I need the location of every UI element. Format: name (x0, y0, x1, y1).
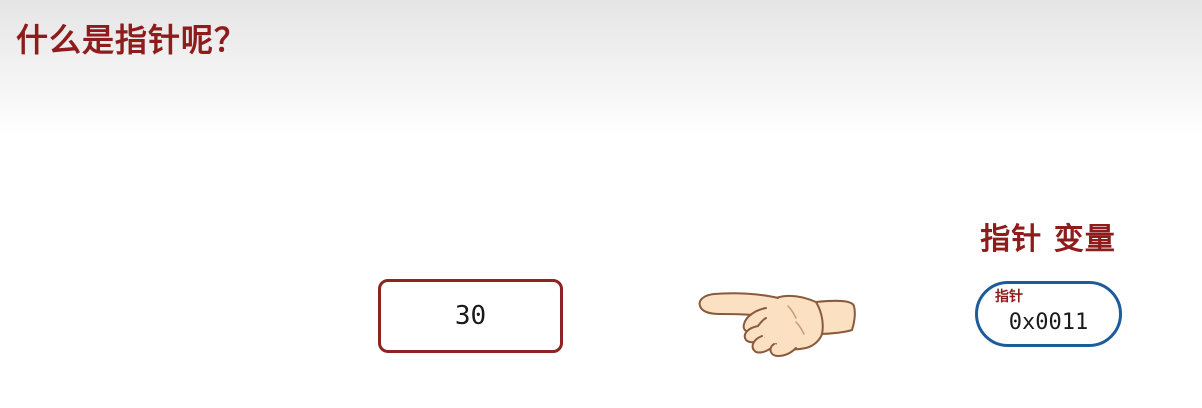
variable-value: 30 (454, 301, 487, 331)
page-title: 什么是指针呢？ (16, 21, 248, 59)
pointing-hand-icon (698, 292, 856, 357)
pointer-variable-box: 指针 0x0011 (975, 281, 1122, 347)
header-background (0, 0, 1202, 135)
variable-value-box: 30 (378, 279, 563, 353)
pointer-address-value: 0x0011 (1008, 310, 1089, 335)
pointer-label: 指针 (995, 289, 1023, 305)
pointer-variable-title: 指针 变量 (980, 222, 1116, 257)
